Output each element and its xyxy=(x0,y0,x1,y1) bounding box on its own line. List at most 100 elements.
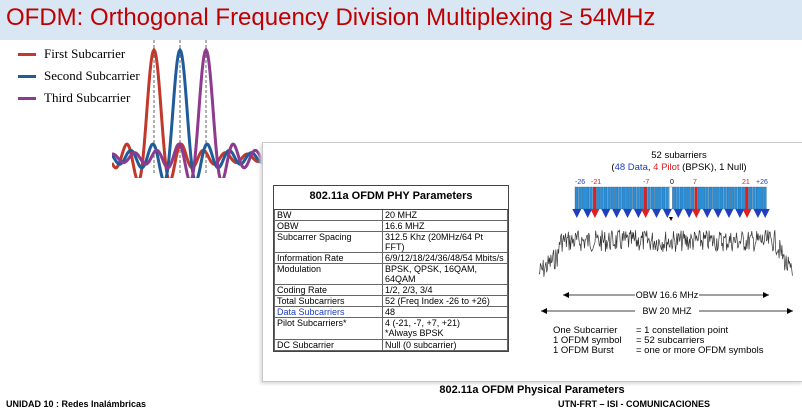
value-cell: 48 xyxy=(382,306,508,318)
data-subcarrier-bar xyxy=(708,186,713,210)
data-subcarrier-bar xyxy=(755,186,760,210)
definitions-list: One Subcarrier = 1 constellation point 1 … xyxy=(553,326,764,356)
data-subcarrier-bar xyxy=(618,186,622,210)
data-subcarrier-bar xyxy=(687,186,691,210)
definition-value: = 1 constellation point xyxy=(636,325,729,336)
data-arrow xyxy=(753,209,763,218)
value-cell: Null (0 subcarrier) xyxy=(382,339,508,351)
table-row: DC Subcarrier Null (0 subcarrier) xyxy=(274,339,508,351)
index-label: 7 xyxy=(693,179,697,186)
data-subcarrier-bar xyxy=(712,186,716,210)
table-row: Coding Rate 1/2, 2/3, 3/4 xyxy=(274,284,508,296)
data-subcarrier-bar xyxy=(585,186,590,210)
data-subcarrier-bar xyxy=(698,186,702,210)
spectrum-heading: 52 subarriers xyxy=(651,150,707,161)
pilot-arrow xyxy=(590,209,600,218)
param-cell: Coding Rate xyxy=(274,284,383,296)
data-subcarrier-bar xyxy=(600,186,604,210)
data-subcarrier-bar xyxy=(737,186,742,210)
data-subcarrier-bar xyxy=(748,186,753,210)
data-subcarrier-bar xyxy=(672,186,676,210)
data-subcarrier-bar xyxy=(683,186,687,210)
data-subcarrier-bar xyxy=(654,186,658,210)
pilot-arrow xyxy=(742,209,752,218)
subcarrier-spectrum-diagram: 52 subarriers (48 Data, 4 Pilot (BPSK), … xyxy=(538,150,793,316)
data-subcarrier-bar xyxy=(636,186,640,210)
data-arrow xyxy=(662,209,672,218)
value-cell: 52 (Freq Index -26 to +26) xyxy=(382,295,508,307)
value-cell: 1/2, 2/3, 3/4 xyxy=(382,284,508,296)
data-arrow xyxy=(612,209,622,218)
obw-arrow-right xyxy=(763,292,769,298)
table-row: Modulation BPSK, QPSK, 16QAM, 64QAM xyxy=(274,263,508,285)
pilot-arrow xyxy=(691,209,701,218)
data-subcarrier-bar xyxy=(752,186,756,210)
data-arrow xyxy=(760,209,770,218)
definition-row: 1 OFDM Burst = one or more OFDM symbols xyxy=(553,346,764,356)
index-label: 21 xyxy=(742,179,750,186)
bw-label: BW 20 MHZ xyxy=(642,306,692,316)
data-subcarrier-bar xyxy=(582,186,586,210)
subcarrier-waveform-plot xyxy=(112,40,292,178)
data-subcarrier-bar xyxy=(734,186,738,210)
data-subcarrier-bar xyxy=(578,186,582,210)
param-cell: OBW xyxy=(274,220,383,232)
data-arrow xyxy=(601,209,611,218)
value-cell: 20 MHZ xyxy=(382,210,508,221)
param-cell: Pilot Subcarriers* xyxy=(274,317,383,340)
legend-first-subcarrier: First Subcarrier xyxy=(18,45,125,63)
table-row: Subcarrer Spacing 312.5 Khz (20MHz/64 Pt … xyxy=(274,231,508,253)
definition-term: 1 OFDM symbol xyxy=(553,335,622,346)
definition-row: One Subcarrier = 1 constellation point xyxy=(553,326,764,336)
data-subcarrier-bar xyxy=(647,186,651,210)
data-subcarrier-bar xyxy=(640,186,644,210)
value-line: 4 (-21, -7, +7, +21) xyxy=(385,318,461,328)
value-cell: 312.5 Khz (20MHz/64 Pt FFT) xyxy=(382,231,508,253)
data-arrow xyxy=(702,209,712,218)
pilot-subcarrier-bar xyxy=(643,186,648,210)
table-row: Pilot Subcarriers* 4 (-21, -7, +7, +21) *A… xyxy=(274,317,508,340)
data-arrow xyxy=(623,209,633,218)
data-arrow xyxy=(583,209,593,218)
data-arrow xyxy=(713,209,723,218)
index-label: -26 xyxy=(575,179,585,186)
index-label: 0 xyxy=(670,179,674,186)
legend-third-subcarrier: Third Subcarrier xyxy=(18,89,130,107)
data-subcarrier-bar xyxy=(603,186,608,210)
legend-second-subcarrier: Second Subcarrier xyxy=(18,67,140,85)
spectrum-subheading: (48 Data, 4 Pilot (BPSK), 1 Null) xyxy=(611,162,746,173)
data-subcarrier-bar xyxy=(690,186,695,210)
bw-arrow-right xyxy=(787,308,793,314)
legend-label: Third Subcarrier xyxy=(44,90,131,105)
data-subcarrier-bar xyxy=(723,186,727,210)
param-cell: BW xyxy=(274,210,383,221)
param-cell: Modulation xyxy=(274,263,383,285)
data-subcarrier-bar xyxy=(716,186,720,210)
data-subcarrier-bar xyxy=(607,186,611,210)
data-subcarrier-bar xyxy=(596,186,600,210)
data-subcarrier-bar xyxy=(661,186,666,210)
legend-swatch-blue xyxy=(18,74,36,78)
data-subcarrier-bar xyxy=(763,186,767,210)
data-subcarrier-bar xyxy=(589,186,593,210)
footer-unit: UNIDAD 10 : Redes Inalámbricas xyxy=(6,399,147,409)
obw-arrow-left xyxy=(563,292,569,298)
ofdm-spectrum-trace xyxy=(538,229,793,277)
data-arrow xyxy=(735,209,745,218)
data-subcarrier-bar xyxy=(574,186,579,210)
data-subcarrier-bar xyxy=(741,186,745,210)
table-row: Information Rate 6/9/12/18/24/36/48/54 Mb… xyxy=(274,252,508,264)
data-subcarrier-bar xyxy=(719,186,724,210)
footer-institution: UTN-FRT – ISI - COMUNICACIONES xyxy=(558,399,710,409)
panel-caption: 802.11a OFDM Physical Parameters xyxy=(439,384,625,396)
data-subcarrier-bar xyxy=(614,186,619,210)
data-arrow xyxy=(684,209,694,218)
pilot-subcarrier-bar xyxy=(745,186,749,210)
table-title: 802.11a OFDM PHY Parameters xyxy=(274,186,508,210)
obw-label-bg xyxy=(635,289,699,300)
data-subcarrier-bar xyxy=(679,186,684,210)
data-subcarrier-bar xyxy=(650,186,655,210)
definition-value: = one or more OFDM symbols xyxy=(636,345,764,356)
table-row: BW 20 MHZ xyxy=(274,210,508,221)
data-subcarrier-bar xyxy=(625,186,629,210)
